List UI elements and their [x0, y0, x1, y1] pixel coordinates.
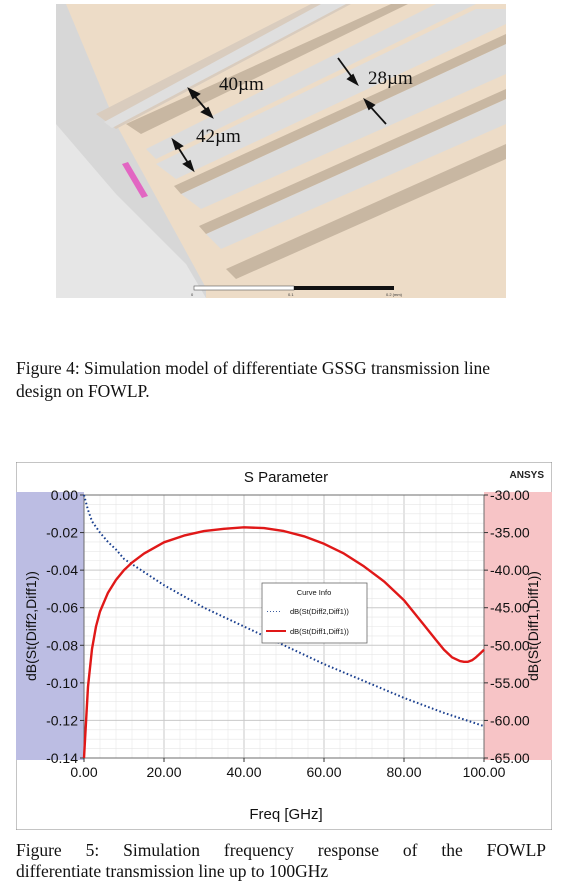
s-parameter-chart: 0.00 20.00 40.00 60.00 80.00 100.00 0.00 -0.02 -… [15, 461, 553, 831]
y-right-tick-label: -55.00 [490, 675, 530, 691]
x-tick-label: 80.00 [386, 764, 421, 780]
y-right-tick-label: -35.00 [490, 525, 530, 541]
left-axis-band [16, 492, 84, 760]
y-right-tick-label: -40.00 [490, 562, 530, 578]
dimension-label-28um: 28µm [368, 68, 413, 89]
chart-title: S Parameter [244, 469, 328, 486]
figure-5-chart: 0.00 20.00 40.00 60.00 80.00 100.00 0.00 -0.02 -… [15, 461, 553, 831]
y-left-tick-label: -0.10 [46, 675, 78, 691]
dimension-label-40um: 40µm [219, 74, 264, 95]
y-right-tick-label: -50.00 [490, 637, 530, 653]
port-marker [122, 162, 148, 198]
legend-title: Curve Info [297, 588, 332, 597]
series-diff2-diff1-line [83, 494, 485, 728]
scale-tick-0: 0 [191, 292, 194, 297]
y-right-tick-label: -65.00 [490, 750, 530, 766]
scale-bar [193, 285, 394, 291]
right-axis-band [484, 492, 552, 760]
legend: Curve Info ····· dB(St(Diff2,Diff1)) dB(… [261, 582, 368, 644]
x-tick-label: 0.00 [70, 764, 97, 780]
y-left-tick-label: -0.08 [46, 637, 78, 653]
x-tick-label: 60.00 [306, 764, 341, 780]
scale-tick-02: 0.2 (mm) [386, 292, 402, 297]
transmission-line-traces [96, 4, 506, 279]
figure-5-caption-line-1: Figure 5: Simulation frequency response … [16, 840, 546, 860]
x-tick-label: 100.00 [463, 764, 506, 780]
figure-4-caption-line-1: Figure 4: Simulation model of differenti… [16, 358, 491, 378]
scale-tick-01: 0.1 [288, 292, 294, 297]
y-right-tick-label: -45.00 [490, 600, 530, 616]
y-left-tick-label: 0.00 [51, 487, 78, 503]
x-tick-label: 40.00 [226, 764, 261, 780]
series-layer [82, 494, 485, 759]
gssg-model-svg [56, 4, 506, 298]
ansys-logo: ANSYS [510, 470, 545, 481]
plot-border [83, 494, 485, 759]
y-left-tick-label: -0.06 [46, 600, 78, 616]
legend-item-2: dB(St(Diff1,Diff1)) [290, 627, 349, 636]
x-axis-label: Freq [GHz] [249, 806, 322, 823]
dimension-arrows [171, 57, 387, 173]
grid-lines [83, 494, 485, 759]
y-axis-left-label: dB(St(Diff2,Diff1)) [23, 571, 39, 681]
y-left-tick-label: -0.14 [46, 750, 78, 766]
figure-4-render: 40µm 42µm 28µm 0 0.1 0.2 (mm) [56, 4, 506, 298]
y-axis-right-label: dB(St(Diff1,Diff1)) [525, 571, 541, 681]
series-diff1-diff1-line [82, 526, 485, 759]
figure-4-caption-line-2: design on FOWLP. [16, 381, 150, 401]
y-right-tick-label: -60.00 [490, 712, 530, 728]
y-left-tick-label: -0.02 [46, 525, 78, 541]
tick-marks: 0.00 20.00 40.00 60.00 80.00 100.00 0.00 -0.02 -… [46, 487, 530, 780]
legend-item-1: dB(St(Diff2,Diff1)) [290, 607, 349, 616]
y-left-tick-label: -0.04 [46, 562, 78, 578]
y-right-tick-label: -30.00 [490, 487, 530, 503]
dimension-label-42um: 42µm [196, 126, 241, 147]
x-tick-label: 20.00 [146, 764, 181, 780]
figure-5-caption-line-2: differentiate transmission line up to 10… [16, 861, 329, 881]
legend-dots: ····· [266, 606, 281, 616]
y-left-tick-label: -0.12 [46, 712, 78, 728]
